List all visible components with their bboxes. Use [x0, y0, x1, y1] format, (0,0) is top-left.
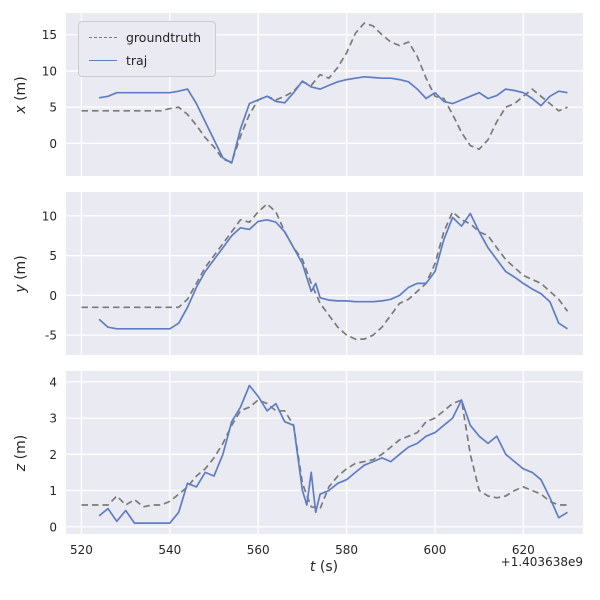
subplot-x: 0 5 10 15 x (m) groundtruth traj — [0, 13, 600, 176]
axis-variable: z — [13, 463, 29, 471]
plot-area-z: 0 1 2 3 4 520 540 560 580 600 620 — [49, 371, 583, 557]
subplot-z: 0 1 2 3 4 520 540 560 580 600 620 z (m) — [0, 371, 600, 557]
svg-text:10: 10 — [42, 209, 57, 223]
svg-text:-5: -5 — [45, 329, 57, 343]
axis-variable: x — [13, 104, 29, 114]
legend: groundtruth traj — [78, 21, 217, 77]
y-axis-label-y: y (m) — [13, 255, 29, 292]
axis-variable: t — [309, 559, 316, 575]
svg-text:2: 2 — [49, 448, 57, 462]
svg-text:0: 0 — [49, 289, 57, 303]
traj-line-sample — [89, 60, 117, 61]
y-axis-label-z: z (m) — [13, 434, 29, 470]
svg-text:560: 560 — [247, 543, 270, 557]
svg-text:0: 0 — [49, 137, 57, 151]
axis-offset-label: +1.403638e9 — [500, 555, 583, 569]
svg-text:540: 540 — [158, 543, 181, 557]
axis-variable: y — [13, 283, 29, 293]
legend-entry-traj: traj — [89, 53, 201, 68]
svg-text:1: 1 — [49, 484, 57, 498]
y-axis-label-x: x (m) — [13, 76, 29, 113]
svg-text:520: 520 — [70, 543, 93, 557]
groundtruth-line-sample — [89, 37, 117, 38]
axis-unit: (m) — [13, 434, 29, 459]
svg-text:580: 580 — [335, 543, 358, 557]
legend-label-traj: traj — [126, 53, 148, 68]
svg-text:4: 4 — [49, 375, 57, 389]
plot-area-y: -5 0 5 10 — [42, 192, 583, 355]
legend-label-groundtruth: groundtruth — [126, 30, 202, 45]
subplot-y: -5 0 5 10 y (m) — [0, 192, 600, 355]
svg-text:3: 3 — [49, 412, 57, 426]
axis-unit: (m) — [13, 254, 29, 280]
axis-unit: (s) — [319, 559, 339, 575]
x-axis-label: t (s) — [310, 559, 338, 575]
svg-text:620: 620 — [512, 543, 535, 557]
svg-text:5: 5 — [49, 249, 57, 263]
axis-unit: (m) — [13, 75, 29, 101]
svg-text:600: 600 — [424, 543, 447, 557]
svg-text:5: 5 — [49, 101, 57, 115]
svg-text:10: 10 — [42, 64, 57, 78]
legend-entry-groundtruth: groundtruth — [89, 30, 201, 45]
svg-text:15: 15 — [42, 28, 57, 42]
svg-text:0: 0 — [49, 520, 57, 534]
